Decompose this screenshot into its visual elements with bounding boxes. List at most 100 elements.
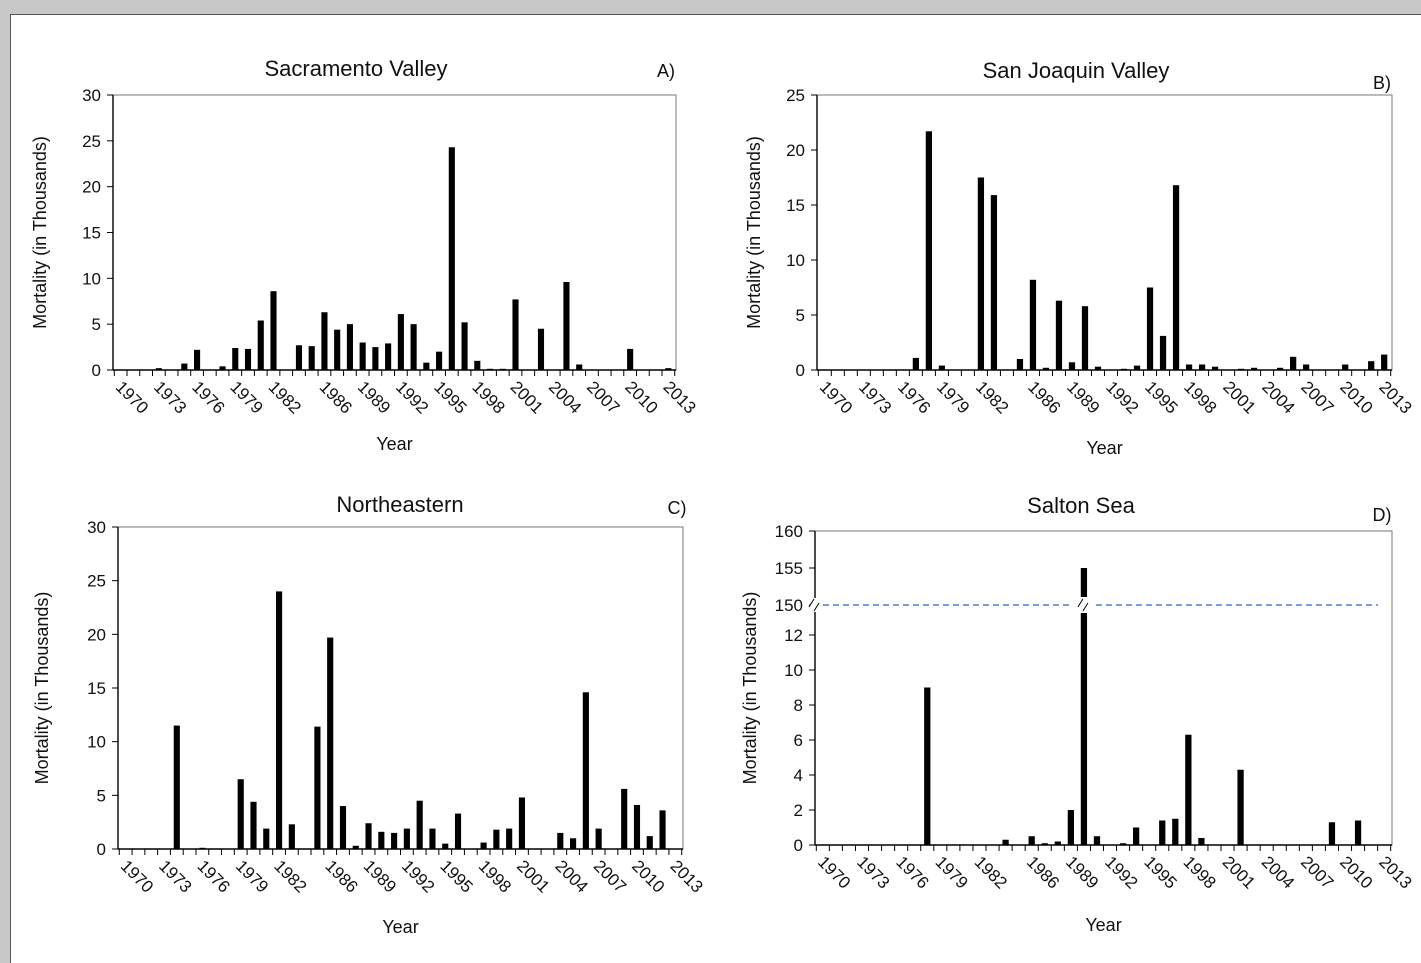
chart-title: San Joaquin Valley — [983, 58, 1170, 83]
x-tick-label: 2001 — [1219, 377, 1259, 417]
x-tick-label: 1973 — [855, 377, 895, 417]
x-tick-label: 2001 — [513, 856, 553, 896]
y-tick-label: 10 — [786, 251, 805, 270]
x-tick-label: 2010 — [1336, 377, 1376, 417]
y-tick-label: 20 — [82, 178, 101, 197]
y-axis-label: Mortality (in Thousands) — [744, 136, 764, 329]
bar — [1055, 300, 1063, 370]
x-tick-label: 1992 — [398, 856, 438, 896]
bar — [416, 800, 423, 849]
x-tick-label: 2001 — [1219, 852, 1259, 892]
chart-title: Salton Sea — [1027, 493, 1135, 518]
x-tick-label: 1976 — [894, 377, 934, 417]
bar — [346, 324, 353, 370]
x-tick-label: 2004 — [1258, 377, 1298, 417]
bar — [194, 349, 201, 370]
x-tick-label: 1989 — [1062, 852, 1102, 892]
y-axis-label: Mortality (in Thousands) — [740, 592, 760, 785]
y-tick-label: 20 — [87, 625, 106, 644]
bar — [1080, 568, 1088, 845]
x-tick-label: 1989 — [1063, 377, 1103, 417]
bar — [1185, 364, 1193, 370]
x-tick-label: 1998 — [475, 856, 515, 896]
y-tick-label: 25 — [82, 132, 101, 151]
y-tick-label: 2 — [794, 801, 803, 820]
x-tick-label: 1970 — [816, 377, 856, 417]
x-tick-label: 2013 — [667, 856, 707, 896]
bar — [385, 343, 392, 370]
x-tick-label: 1979 — [232, 856, 272, 896]
x-tick-label: 1973 — [150, 377, 190, 417]
bar — [1172, 818, 1179, 845]
bar — [1250, 367, 1258, 370]
x-tick-label: 1982 — [265, 377, 305, 417]
bar — [219, 366, 226, 370]
bar — [1277, 367, 1284, 370]
bar — [1016, 359, 1024, 370]
x-tick-label: 1979 — [931, 852, 971, 892]
x-tick-label: 1989 — [354, 377, 394, 417]
bar — [1119, 843, 1127, 845]
x-tick-label: 2010 — [1336, 852, 1376, 892]
axis-break-mark — [808, 598, 815, 608]
bar — [506, 828, 513, 849]
x-tick-label: 2004 — [551, 856, 591, 896]
bar — [275, 591, 283, 849]
x-tick-label: 1973 — [155, 856, 195, 896]
x-tick-label: 1989 — [360, 856, 400, 896]
bar — [429, 828, 436, 849]
bar — [403, 828, 410, 849]
bar — [1368, 361, 1375, 370]
x-tick-label: 2007 — [590, 856, 630, 896]
y-tick-label: 155 — [775, 559, 803, 578]
bar — [288, 824, 295, 849]
bar — [1028, 836, 1035, 845]
bar — [334, 329, 341, 370]
bar — [1054, 841, 1061, 845]
x-tick-label: 2001 — [507, 377, 547, 417]
bar — [537, 328, 545, 370]
bar — [1342, 364, 1349, 370]
bar — [423, 362, 430, 370]
x-tick-label: 2010 — [621, 377, 661, 417]
bar — [1198, 364, 1206, 370]
x-tick-label: 1973 — [853, 852, 893, 892]
y-tick-label: 4 — [794, 766, 803, 785]
bar — [270, 291, 277, 370]
bar — [1067, 810, 1074, 845]
bar — [1211, 366, 1219, 370]
y-tick-label: 6 — [794, 731, 803, 750]
bar — [977, 177, 985, 370]
bar — [410, 324, 417, 370]
bar — [1120, 368, 1128, 370]
bar — [582, 692, 589, 849]
bar — [912, 357, 919, 370]
bar — [486, 368, 494, 370]
x-tick-label: 2013 — [1375, 377, 1415, 417]
bar — [339, 806, 347, 849]
y-axis-label: Mortality (in Thousands) — [32, 592, 52, 785]
bar — [1354, 820, 1362, 845]
bar — [237, 779, 244, 849]
bar — [1041, 843, 1048, 845]
bar — [232, 348, 239, 370]
x-tick-label: 2004 — [1258, 852, 1298, 892]
bar — [1081, 306, 1089, 370]
bar — [173, 725, 180, 849]
x-tick-label: 2007 — [1297, 852, 1337, 892]
bar — [1133, 365, 1141, 370]
bar — [570, 838, 577, 849]
y-tick-label: 0 — [92, 361, 101, 380]
bar — [250, 801, 257, 849]
bar-break-gap — [1078, 597, 1089, 613]
x-tick-label: 1998 — [1180, 852, 1220, 892]
bar — [1237, 368, 1245, 370]
bar — [1159, 820, 1166, 845]
y-tick-label: 10 — [784, 661, 803, 680]
bar — [557, 832, 564, 849]
bar — [199, 847, 206, 849]
bar — [352, 845, 359, 849]
bar — [990, 195, 998, 370]
x-axis-label: Year — [1086, 438, 1122, 458]
